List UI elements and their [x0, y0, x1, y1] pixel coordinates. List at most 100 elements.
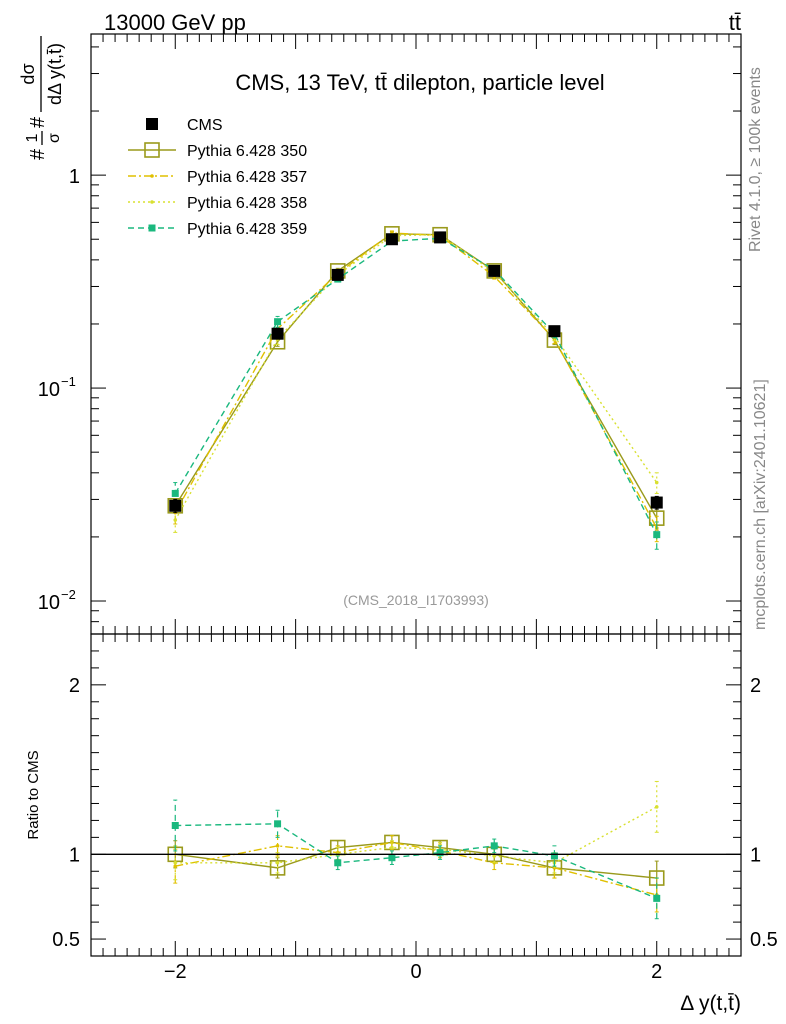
main-series-layer [167, 226, 665, 550]
data-point [275, 844, 280, 848]
data-point [274, 318, 282, 326]
data-point [173, 864, 178, 868]
main-series-pythia-6-428-357 [173, 230, 659, 543]
legend-label: CMS [187, 117, 223, 134]
legend-label: Pythia 6.428 359 [187, 221, 307, 238]
main-series-pythia-6-428-358 [173, 232, 659, 533]
data-point [436, 849, 444, 857]
main-x-ticks [102, 34, 730, 634]
data-point [548, 325, 561, 338]
y-label-hash-left: # [27, 148, 49, 160]
main-series-pythia-6-428-350 [167, 226, 665, 531]
process-label: tt̄ [729, 10, 741, 35]
ratio-y-tick-label-right: 2 [750, 675, 761, 697]
series-line [175, 823, 658, 900]
data-point [490, 842, 498, 850]
ratio-series-pythia-6-428-358 [173, 780, 659, 881]
ratio-y-tick-label-left: 1 [69, 844, 80, 866]
data-point [388, 854, 396, 862]
rivet-version-label: Rivet 4.1.0, ≥ 100k events [747, 67, 764, 252]
data-point [173, 518, 178, 522]
series-line [174, 232, 658, 529]
data-point [275, 860, 280, 865]
data-point [654, 805, 659, 809]
x-tick-labels: −2 0 2 [164, 961, 662, 983]
x-axis-label: Δ y(t,t̄) [680, 992, 741, 1015]
ratio-series-pythia-6-428-359 [171, 799, 661, 920]
legend-item: Pythia 6.428 357 [128, 169, 307, 186]
legend-marker [144, 142, 160, 158]
legend-item: Pythia 6.428 350 [128, 142, 307, 160]
ratio-y-tick-label-left: 2 [69, 675, 80, 697]
series-line [174, 237, 658, 535]
y-label-frac-num: 1 [24, 133, 41, 142]
legend-marker [148, 224, 156, 232]
ratio-series-pythia-6-428-350 [167, 834, 665, 896]
ratio-y-ticks [91, 633, 741, 957]
ratio-series-layer [167, 780, 665, 920]
x-tick-label: 0 [410, 961, 421, 983]
legend-marker [150, 174, 154, 178]
series-line [175, 841, 657, 896]
legend-marker [146, 118, 158, 130]
ratio-y-tick-label-right: 1 [750, 844, 761, 866]
legend-label: Pythia 6.428 357 [187, 169, 307, 186]
legend-item: CMS [146, 117, 223, 134]
ratio-y-tick-label-left: 0.5 [52, 929, 80, 951]
ratio-series-pythia-6-428-357 [173, 835, 659, 913]
series-line [175, 806, 658, 864]
data-point [334, 859, 342, 867]
main-y-tick-exponent: −1 [61, 374, 76, 389]
data-point [654, 480, 659, 485]
ratio-x-ticks [102, 634, 730, 956]
analysis-watermark: (CMS_2018_I1703993) [343, 592, 489, 608]
data-point [650, 496, 663, 509]
data-point [434, 231, 447, 244]
legend-item: Pythia 6.428 359 [128, 221, 307, 238]
y-label-deriv-den: dΔ y(t,t̄) [45, 43, 65, 105]
series-line [174, 234, 658, 521]
data-point [390, 845, 394, 850]
energy-label: 13000 GeV pp [104, 10, 246, 35]
y-label-deriv-num: dσ [18, 63, 38, 84]
x-tick-label: 2 [651, 961, 662, 983]
main-y-tick-label: 10 [38, 592, 60, 614]
main-y-axis-label: # 1 σ # dσ dΔ y(t,t̄) [18, 36, 65, 160]
series-line [175, 841, 657, 879]
data-point [274, 820, 282, 828]
data-point [173, 860, 178, 865]
main-y-tick-labels: 110−110−2 [38, 166, 80, 614]
main-y-tick-label: 10 [38, 379, 60, 401]
data-point [271, 327, 284, 340]
main-y-tick-exponent: −2 [61, 587, 76, 602]
data-point [492, 854, 497, 858]
ratio-y-tick-labels: 0.5 0.5 1 1 2 2 [52, 675, 778, 951]
legend-label: Pythia 6.428 358 [187, 195, 307, 212]
source-label: mcplots.cern.ch [arXiv:2401.10621] [752, 379, 769, 630]
data-point [171, 822, 179, 830]
legend-item: Pythia 6.428 358 [128, 195, 307, 212]
data-point [550, 852, 558, 860]
data-point [653, 894, 661, 902]
ratio-y-tick-label-right: 0.5 [750, 929, 778, 951]
main-y-ticks [91, 46, 741, 635]
data-point [269, 860, 286, 876]
x-tick-label: −2 [164, 961, 187, 983]
data-point [331, 268, 344, 281]
chart-title: CMS, 13 TeV, tt̄ dilepton, particle leve… [235, 70, 604, 95]
y-label-frac-den: σ [46, 133, 63, 143]
data-point [385, 233, 398, 246]
y-label-hash-right: # [27, 116, 49, 128]
ratio-y-axis-label: Ratio to CMS [25, 750, 42, 839]
data-point [171, 489, 179, 497]
data-point [653, 531, 661, 539]
legend-label: Pythia 6.428 350 [187, 143, 307, 160]
legend: CMS Pythia 6.428 350 Pythia 6.428 357 Pythi… [128, 117, 307, 238]
main-series-cms [169, 231, 663, 514]
main-series-pythia-6-428-359 [171, 234, 661, 550]
series-line [174, 233, 658, 519]
legend-marker [150, 200, 154, 204]
ratio-plot-frame [90, 633, 742, 957]
main-y-tick-label: 1 [69, 166, 80, 188]
